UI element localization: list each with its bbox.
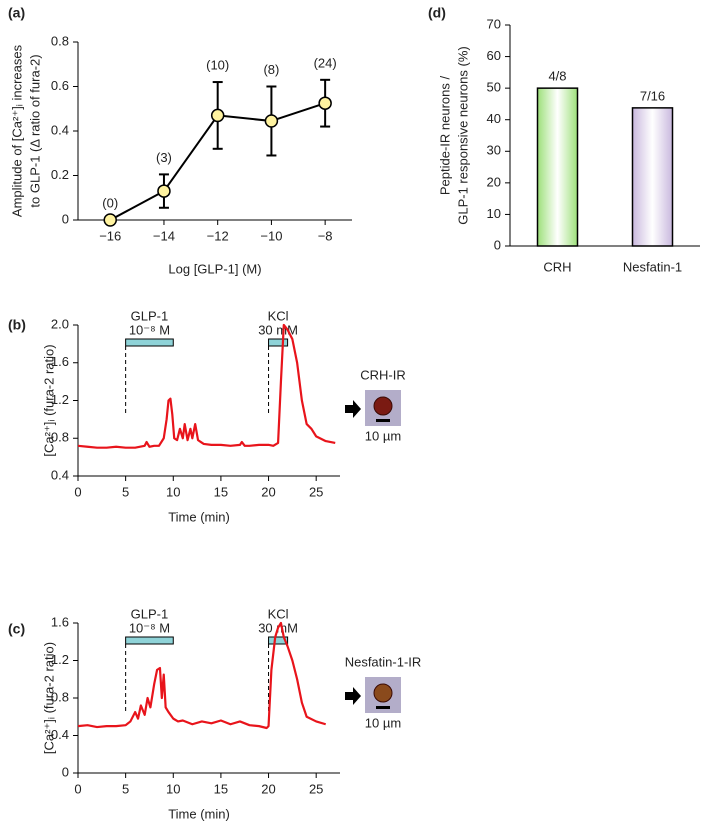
n-label: (8) — [263, 62, 279, 77]
value-label: 4/8 — [548, 69, 566, 84]
y-axis-label: [Ca²⁺]ᵢ (fura-2 ratio) — [41, 642, 56, 754]
x-tick-label: 0 — [74, 781, 81, 796]
x-axis-label: Log [GLP-1] (M) — [168, 261, 261, 276]
stimulus-bar — [268, 338, 289, 347]
stimulus-sublabel: 30 mM — [258, 322, 298, 337]
x-tick-label: 15 — [214, 484, 228, 499]
scale-bar — [376, 419, 390, 422]
y-tick-label: 0.4 — [51, 122, 69, 137]
scale-bar — [376, 706, 390, 709]
y-tick-label: 0.4 — [51, 727, 69, 742]
y-tick-label: 1.2 — [51, 652, 69, 667]
n-label: (24) — [314, 55, 337, 70]
stimulus-label: GLP-1 — [131, 606, 169, 621]
y-tick-label: 50 — [487, 80, 501, 95]
x-tick-label: Nesfatin-1 — [623, 259, 682, 274]
y-tick-label: 0 — [62, 211, 69, 226]
series-line — [77, 323, 336, 449]
stimulus-sublabel: 10⁻⁸ M — [129, 620, 170, 635]
panel-label: (d) — [428, 5, 446, 21]
marker — [318, 96, 332, 110]
scale-label: 10 µm — [365, 428, 401, 443]
value-label: 7/16 — [640, 88, 665, 103]
bar — [536, 87, 579, 247]
y-tick-label: 10 — [487, 206, 501, 221]
y-tick-label: 0 — [494, 237, 501, 252]
y-tick-label: 30 — [487, 143, 501, 158]
x-tick-label: 5 — [122, 781, 129, 796]
y-axis-label: [Ca²⁺]ᵢ (fura-2 ratio) — [41, 344, 56, 456]
x-tick-label: CRH — [543, 259, 571, 274]
stimulus-label: KCl — [268, 308, 289, 323]
y-tick-label: 0.2 — [51, 167, 69, 182]
cell — [373, 396, 393, 416]
x-tick-label: −12 — [207, 228, 229, 243]
y-tick-label: 2.0 — [51, 316, 69, 331]
y-tick-label: 0.6 — [51, 78, 69, 93]
y-tick-label: 40 — [487, 111, 501, 126]
x-axis-label: Time (min) — [168, 509, 230, 524]
marker — [103, 213, 117, 227]
x-tick-label: 20 — [261, 781, 275, 796]
x-tick-label: 25 — [309, 781, 323, 796]
bar — [631, 107, 674, 247]
x-tick-label: 10 — [166, 484, 180, 499]
x-tick-label: −10 — [260, 228, 282, 243]
y-tick-label: 0.8 — [51, 430, 69, 445]
x-tick-label: 15 — [214, 781, 228, 796]
stimulus-label: GLP-1 — [131, 308, 169, 323]
x-tick-label: 20 — [261, 484, 275, 499]
y-axis-label: to GLP-1 (Δ ratio of fura-2) — [27, 54, 42, 207]
y-tick-label: 0.8 — [51, 33, 69, 48]
n-label: (3) — [156, 150, 172, 165]
n-label: (10) — [206, 57, 229, 72]
x-tick-label: 10 — [166, 781, 180, 796]
marker — [157, 184, 171, 198]
stimulus-bar — [125, 636, 174, 645]
panel-label: (c) — [8, 621, 25, 637]
y-tick-label: 0 — [62, 764, 69, 779]
y-tick-label: 1.6 — [51, 614, 69, 629]
cell-label: CRH-IR — [360, 367, 406, 382]
stimulus-bar — [125, 338, 174, 347]
arrow — [345, 400, 361, 418]
y-axis-label: GLP-1 responsive neurons (%) — [455, 46, 470, 224]
x-tick-label: 25 — [309, 484, 323, 499]
n-label: (0) — [102, 195, 118, 210]
panel-label: (b) — [8, 317, 26, 333]
marker — [210, 108, 225, 123]
stimulus-bar — [268, 636, 289, 645]
stimulus-sublabel: 10⁻⁸ M — [129, 322, 170, 337]
y-tick-label: 1.2 — [51, 392, 69, 407]
y-tick-label: 1.6 — [51, 354, 69, 369]
stimulus-label: KCl — [268, 606, 289, 621]
cell-label: Nesfatin-1-IR — [345, 654, 422, 669]
x-tick-label: −8 — [318, 228, 333, 243]
x-tick-label: 5 — [122, 484, 129, 499]
y-axis-label: Peptide-IR neurons / — [437, 75, 452, 195]
x-tick-label: 0 — [74, 484, 81, 499]
y-tick-label: 0.4 — [51, 467, 69, 482]
y-tick-label: 0.8 — [51, 689, 69, 704]
y-tick-label: 20 — [487, 174, 501, 189]
x-tick-label: −14 — [153, 228, 175, 243]
y-axis-label: Amplitude of [Ca²⁺]ᵢ increases — [9, 44, 24, 217]
y-tick-label: 60 — [487, 48, 501, 63]
x-axis-label: Time (min) — [168, 806, 230, 821]
series-line — [77, 621, 327, 730]
y-tick-label: 70 — [487, 16, 501, 31]
scale-label: 10 µm — [365, 715, 401, 730]
panel-label: (a) — [8, 5, 25, 21]
x-tick-label: −16 — [99, 228, 121, 243]
marker — [264, 114, 279, 128]
cell — [373, 683, 393, 703]
arrow — [345, 687, 361, 705]
